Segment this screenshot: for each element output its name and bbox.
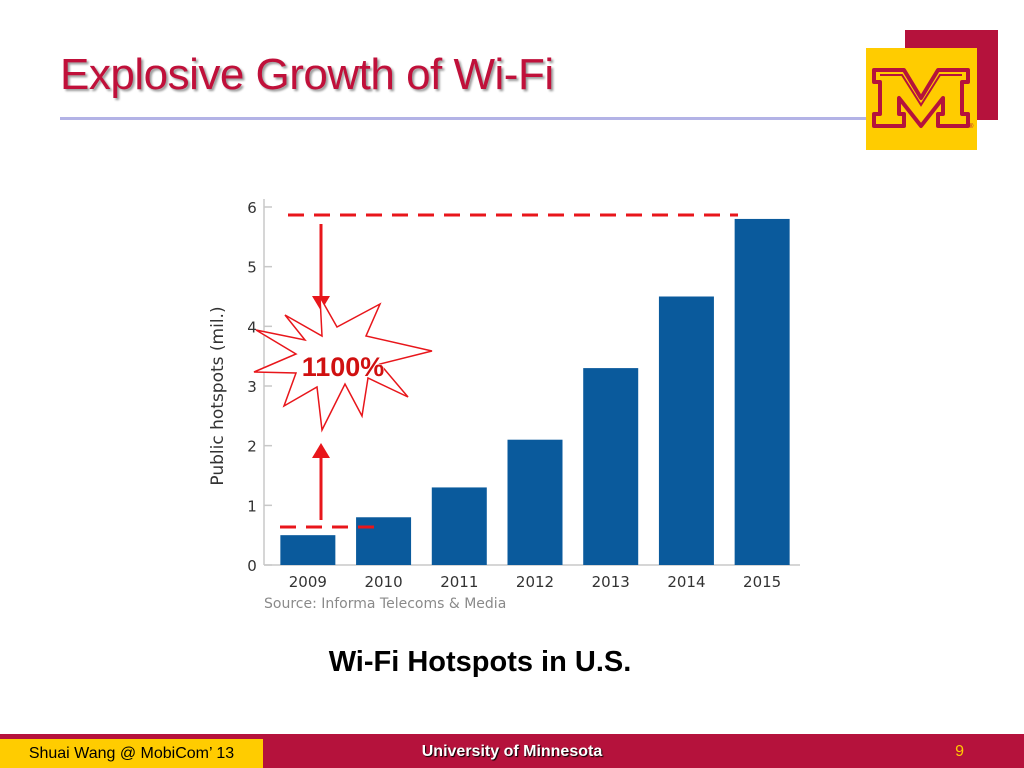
y-tick-label: 3 [247, 378, 257, 396]
y-tick-label: 6 [247, 199, 257, 217]
bar-2012 [507, 439, 563, 565]
y-axis-label: Public hotspots (mil.) [208, 306, 228, 485]
bar-2010 [356, 517, 412, 565]
footer-organization: University of Minnesota [421, 743, 603, 760]
block-m-icon: ® [872, 68, 974, 130]
y-tick-label: 2 [247, 438, 257, 456]
hotspot-chart: 2009 2010 2011 2012 2013 2014 2015 0 1 2 3 4 5 6 Pub… [190, 190, 810, 625]
bar-2011 [431, 487, 487, 565]
bar-2009 [280, 535, 336, 565]
y-tick-labels: 0 1 2 3 4 5 6 [247, 199, 272, 575]
growth-callout: 1100% [302, 352, 385, 382]
y-tick-label: 4 [247, 318, 257, 336]
slide-title: Explosive Growth of Wi-Fi [60, 50, 554, 99]
burst-shape [253, 296, 433, 433]
y-tick-label: 5 [247, 259, 257, 277]
x-tick-label: 2014 [667, 573, 705, 591]
x-tick-labels: 2009 2010 2011 2012 2013 2014 2015 [289, 573, 781, 591]
x-tick-label: 2012 [516, 573, 554, 591]
x-tick-label: 2010 [364, 573, 402, 591]
page-number: 9 [955, 743, 964, 760]
x-tick-label: 2011 [440, 573, 478, 591]
svg-text:®: ® [969, 123, 974, 130]
bar-2015 [734, 218, 790, 565]
footer-author: Shuai Wang @ MobiCom’ 13 [0, 739, 263, 768]
y-tick-label: 0 [247, 557, 257, 575]
growth-annotation: 1100% [253, 213, 738, 529]
up-arrow-head [312, 443, 330, 458]
bar-2014 [658, 296, 714, 565]
university-logo: ® [866, 48, 977, 150]
x-tick-label: 2013 [592, 573, 630, 591]
x-tick-label: 2009 [289, 573, 327, 591]
bar-chart: 2009 2010 2011 2012 2013 2014 2015 0 1 2 3 4 5 6 Pub… [208, 199, 800, 612]
bar-2013 [583, 368, 639, 565]
chart-source: Source: Informa Telecoms & Media [264, 596, 506, 612]
title-underline [60, 117, 902, 120]
chart-bars [280, 218, 790, 565]
y-tick-label: 1 [247, 497, 257, 515]
x-tick-label: 2015 [743, 573, 781, 591]
chart-caption: Wi-Fi Hotspots in U.S. [328, 646, 632, 678]
